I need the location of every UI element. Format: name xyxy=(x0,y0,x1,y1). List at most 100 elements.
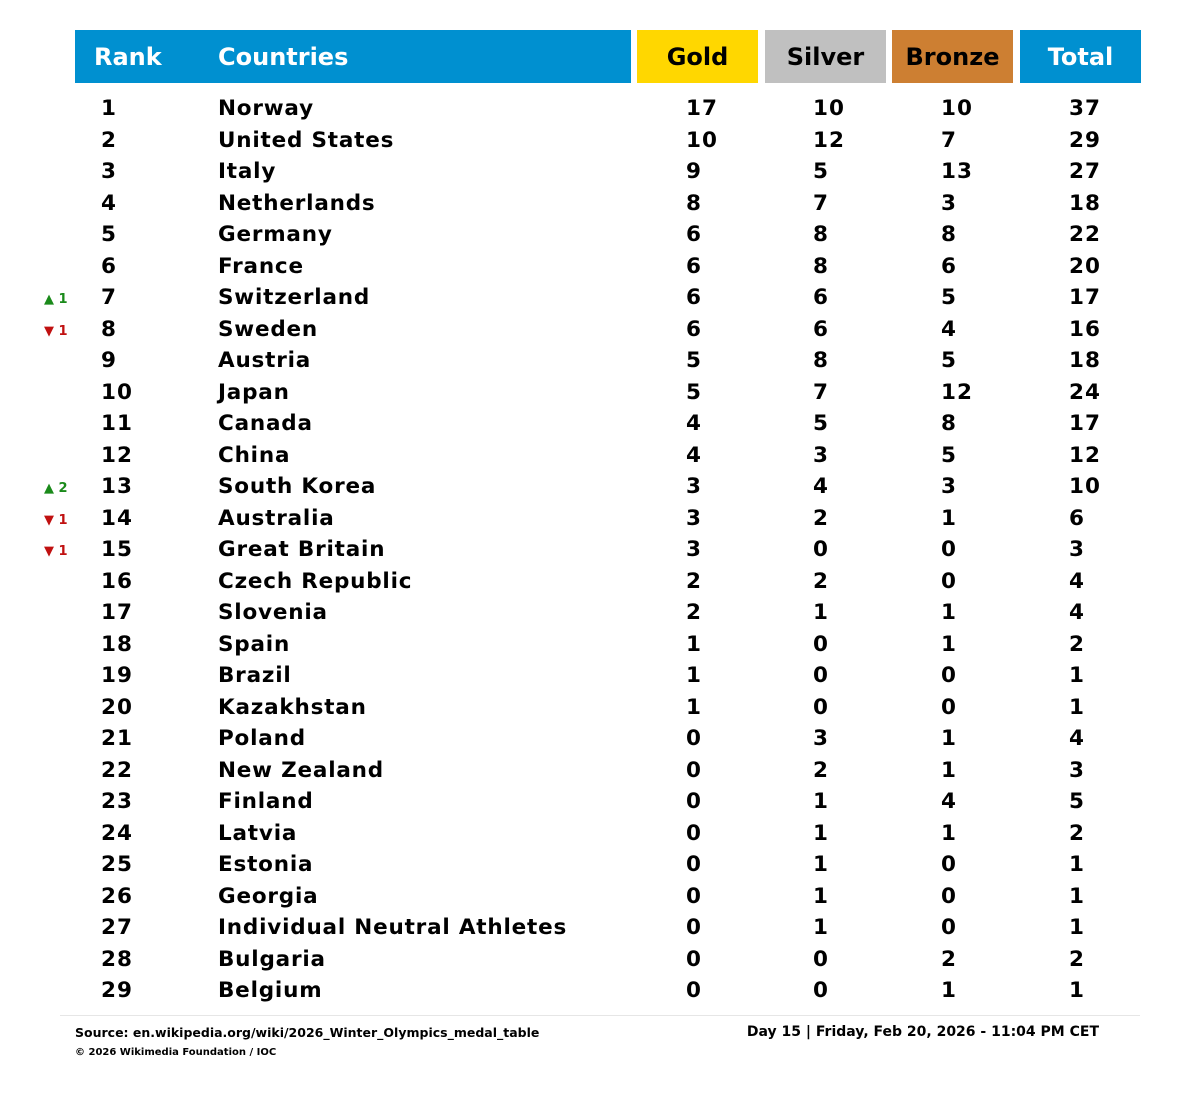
rank-cell: 25 xyxy=(101,852,133,877)
table-row: 1 Norway 17 10 10 37 xyxy=(0,93,1200,125)
gold-cell: 6 xyxy=(686,222,702,247)
country-cell: Georgia xyxy=(218,883,319,909)
silver-cell: 1 xyxy=(813,820,829,846)
table-row: ▼ 1 14 Australia 3 2 1 6 xyxy=(0,503,1200,535)
rank-cell: 4 xyxy=(101,190,117,216)
copyright-text: © 2026 Wikimedia Foundation / IOC xyxy=(75,1047,277,1058)
country-cell: Sweden xyxy=(218,316,319,342)
silver-cell: 7 xyxy=(813,190,829,216)
table-row: 3 Italy 9 5 13 27 xyxy=(0,156,1200,188)
header-gold: Gold xyxy=(637,30,758,83)
silver-cell: 1 xyxy=(813,915,829,940)
silver-cell: 3 xyxy=(813,442,829,468)
header-rank: Rank xyxy=(75,30,208,83)
header-countries: Countries xyxy=(208,30,631,83)
rank-cell: 12 xyxy=(101,442,133,468)
silver-cell: 2 xyxy=(813,505,829,531)
country-cell: Canada xyxy=(218,411,313,436)
gold-cell: 0 xyxy=(686,789,702,814)
rank-cell: 17 xyxy=(101,600,133,625)
silver-cell: 6 xyxy=(813,285,829,310)
country-cell: Japan xyxy=(218,379,290,405)
table-row: 11 Canada 4 5 8 17 xyxy=(0,408,1200,440)
rank-cell: 3 xyxy=(101,159,117,184)
silver-cell: 10 xyxy=(813,96,845,121)
table-row: 2 United States 10 12 7 29 xyxy=(0,125,1200,157)
rank-change: ▲ 2 xyxy=(44,481,68,496)
bronze-cell: 0 xyxy=(941,883,957,909)
header-bronze: Bronze xyxy=(892,30,1013,83)
silver-cell: 3 xyxy=(813,726,829,751)
rank-cell: 1 xyxy=(101,96,117,121)
silver-cell: 8 xyxy=(813,348,829,373)
silver-cell: 2 xyxy=(813,568,829,594)
rank-cell: 14 xyxy=(101,505,133,531)
rank-cell: 28 xyxy=(101,946,133,972)
total-cell: 3 xyxy=(1069,537,1085,562)
gold-cell: 1 xyxy=(686,663,702,688)
total-cell: 18 xyxy=(1069,348,1101,373)
country-cell: Estonia xyxy=(218,852,314,877)
bronze-cell: 1 xyxy=(941,600,957,625)
silver-cell: 5 xyxy=(813,411,829,436)
total-cell: 1 xyxy=(1069,852,1085,877)
total-cell: 1 xyxy=(1069,915,1085,940)
country-cell: Bulgaria xyxy=(218,946,326,972)
total-cell: 20 xyxy=(1069,253,1101,279)
bronze-cell: 13 xyxy=(941,159,973,184)
bronze-cell: 8 xyxy=(941,411,957,436)
rank-change: ▲ 1 xyxy=(44,292,68,307)
bronze-cell: 1 xyxy=(941,978,957,1003)
silver-cell: 7 xyxy=(813,379,829,405)
table-row: ▼ 1 8 Sweden 6 6 4 16 xyxy=(0,314,1200,346)
country-cell: South Korea xyxy=(218,474,377,499)
gold-cell: 0 xyxy=(686,915,702,940)
gold-cell: 0 xyxy=(686,978,702,1003)
total-cell: 17 xyxy=(1069,285,1101,310)
silver-cell: 6 xyxy=(813,316,829,342)
country-cell: Czech Republic xyxy=(218,568,413,594)
gold-cell: 2 xyxy=(686,600,702,625)
bronze-cell: 8 xyxy=(941,222,957,247)
silver-cell: 1 xyxy=(813,789,829,814)
rank-cell: 24 xyxy=(101,820,133,846)
bronze-cell: 4 xyxy=(941,316,957,342)
rank-cell: 11 xyxy=(101,411,133,436)
silver-cell: 0 xyxy=(813,694,829,720)
gold-cell: 0 xyxy=(686,946,702,972)
rank-cell: 22 xyxy=(101,757,133,783)
total-cell: 4 xyxy=(1069,568,1085,594)
gold-cell: 9 xyxy=(686,159,702,184)
total-cell: 12 xyxy=(1069,442,1101,468)
table-row: ▼ 1 15 Great Britain 3 0 0 3 xyxy=(0,534,1200,566)
total-cell: 3 xyxy=(1069,757,1085,783)
silver-cell: 12 xyxy=(813,127,845,153)
rank-cell: 6 xyxy=(101,253,117,279)
table-row: 19 Brazil 1 0 0 1 xyxy=(0,660,1200,692)
table-row: 6 France 6 8 6 20 xyxy=(0,251,1200,283)
bronze-cell: 1 xyxy=(941,757,957,783)
gold-cell: 0 xyxy=(686,883,702,909)
total-cell: 24 xyxy=(1069,379,1101,405)
rank-cell: 10 xyxy=(101,379,133,405)
timestamp-text: Day 15 | Friday, Feb 20, 2026 - 11:04 PM… xyxy=(746,1024,1099,1040)
gold-cell: 10 xyxy=(686,127,718,153)
gold-cell: 0 xyxy=(686,757,702,783)
table-row: 16 Czech Republic 2 2 0 4 xyxy=(0,566,1200,598)
table-row: 5 Germany 6 8 8 22 xyxy=(0,219,1200,251)
total-cell: 27 xyxy=(1069,159,1101,184)
rank-cell: 20 xyxy=(101,694,133,720)
table-row: 12 China 4 3 5 12 xyxy=(0,440,1200,472)
rank-cell: 27 xyxy=(101,915,133,940)
bronze-cell: 6 xyxy=(941,253,957,279)
country-cell: Germany xyxy=(218,222,333,247)
rank-cell: 13 xyxy=(101,474,133,499)
header-silver: Silver xyxy=(765,30,886,83)
table-row: 24 Latvia 0 1 1 2 xyxy=(0,818,1200,850)
gold-cell: 0 xyxy=(686,726,702,751)
silver-cell: 0 xyxy=(813,946,829,972)
silver-cell: 0 xyxy=(813,537,829,562)
total-cell: 18 xyxy=(1069,190,1101,216)
country-cell: China xyxy=(218,442,291,468)
gold-cell: 3 xyxy=(686,537,702,562)
